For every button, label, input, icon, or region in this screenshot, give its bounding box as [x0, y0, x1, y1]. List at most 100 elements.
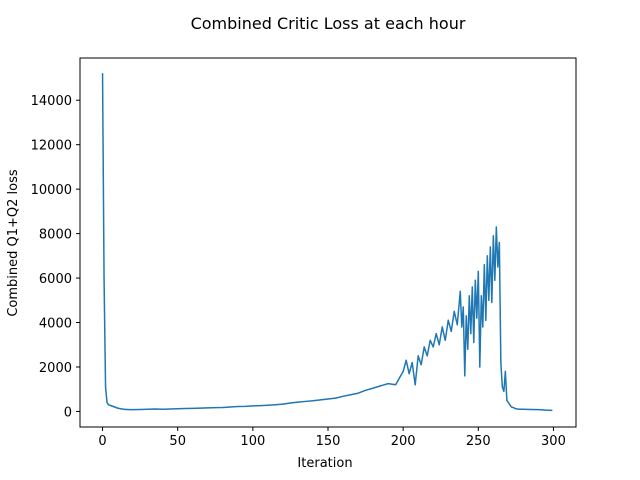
- data-point: [229, 406, 231, 408]
- data-point: [441, 326, 443, 328]
- x-tick-label: 250: [466, 434, 491, 449]
- data-point: [537, 409, 540, 411]
- y-tick-label: 8000: [39, 228, 72, 243]
- data-point: [494, 279, 496, 281]
- data-point: [489, 246, 491, 248]
- data-point: [447, 319, 449, 321]
- y-tick-label: 2000: [39, 361, 72, 376]
- x-axis: 0 50 100 150 200 250 300: [98, 427, 566, 449]
- data-point: [342, 395, 344, 397]
- data-point: [214, 407, 216, 409]
- y-axis-label: Combined Q1+Q2 loss: [6, 169, 21, 317]
- data-point: [453, 310, 455, 313]
- data-point: [122, 408, 125, 410]
- data-point: [207, 407, 209, 409]
- data-point: [468, 295, 470, 297]
- y-tick-label: 0: [64, 405, 72, 420]
- data-point: [107, 404, 110, 406]
- data-point: [501, 386, 503, 388]
- data-point: [482, 326, 484, 328]
- data-point: [162, 408, 164, 410]
- data-point: [459, 290, 461, 292]
- x-tick-label: 50: [169, 434, 186, 449]
- x-tick-label: 100: [240, 434, 265, 449]
- data-point: [106, 401, 108, 404]
- data-point: [380, 385, 382, 387]
- data-point: [474, 279, 476, 281]
- y-tick-label: 10000: [31, 183, 72, 198]
- data-point: [471, 286, 473, 288]
- data-point: [132, 409, 134, 411]
- data-point: [504, 370, 506, 373]
- data-point: [432, 346, 434, 348]
- data-point: [177, 408, 179, 410]
- data-point: [480, 295, 482, 297]
- data-point: [516, 408, 518, 410]
- data-point: [545, 409, 547, 411]
- data-point: [327, 398, 329, 400]
- data-point: [119, 408, 122, 410]
- y-tick-label: 6000: [39, 272, 72, 287]
- data-point: [199, 407, 201, 409]
- data-point: [395, 384, 397, 386]
- y-tick-label: 4000: [39, 317, 72, 332]
- series-points: [101, 72, 553, 411]
- data-point: [297, 401, 299, 403]
- data-point: [387, 383, 389, 385]
- data-point: [104, 386, 107, 388]
- data-point: [103, 277, 105, 279]
- x-tick-label: 150: [316, 434, 341, 449]
- data-point: [274, 404, 276, 406]
- data-point: [497, 266, 499, 268]
- data-point: [414, 384, 416, 386]
- data-point: [129, 409, 131, 411]
- data-point: [222, 406, 224, 409]
- data-point: [237, 405, 239, 408]
- data-point: [444, 339, 446, 341]
- data-point: [139, 408, 141, 411]
- data-point: [470, 333, 472, 335]
- data-point: [429, 339, 431, 341]
- data-point: [485, 319, 487, 321]
- data-point: [509, 404, 511, 406]
- data-point: [530, 408, 532, 411]
- data-point: [417, 355, 419, 357]
- data-point: [551, 409, 553, 411]
- data-point: [402, 370, 404, 373]
- data-point: [500, 361, 502, 364]
- data-point: [125, 408, 128, 411]
- data-point: [476, 317, 478, 319]
- data-point: [512, 406, 514, 409]
- data-point: [510, 406, 512, 408]
- data-point: [513, 407, 515, 409]
- data-point: [304, 400, 307, 403]
- data-point: [192, 407, 194, 409]
- data-point: [372, 387, 374, 389]
- data-point: [357, 392, 359, 394]
- data-point: [169, 408, 171, 410]
- data-point: [154, 408, 156, 410]
- data-point: [110, 405, 113, 407]
- data-point: [522, 408, 524, 410]
- data-point: [113, 406, 116, 408]
- data-point: [411, 361, 413, 364]
- data-point: [492, 235, 494, 237]
- data-point: [464, 375, 466, 377]
- data-point: [479, 366, 481, 368]
- data-point: [491, 301, 493, 304]
- data-point: [101, 72, 104, 75]
- data-point: [405, 359, 407, 361]
- data-point: [467, 348, 469, 350]
- data-point: [267, 404, 269, 406]
- data-point: [244, 405, 246, 407]
- series-line: [101, 73, 552, 412]
- data-point: [184, 407, 186, 410]
- data-point: [477, 270, 479, 272]
- data-point: [252, 405, 254, 407]
- data-point: [312, 400, 314, 402]
- data-point: [116, 407, 119, 409]
- data-point: [282, 403, 284, 405]
- data-point: [495, 226, 497, 228]
- data-point: [461, 326, 463, 328]
